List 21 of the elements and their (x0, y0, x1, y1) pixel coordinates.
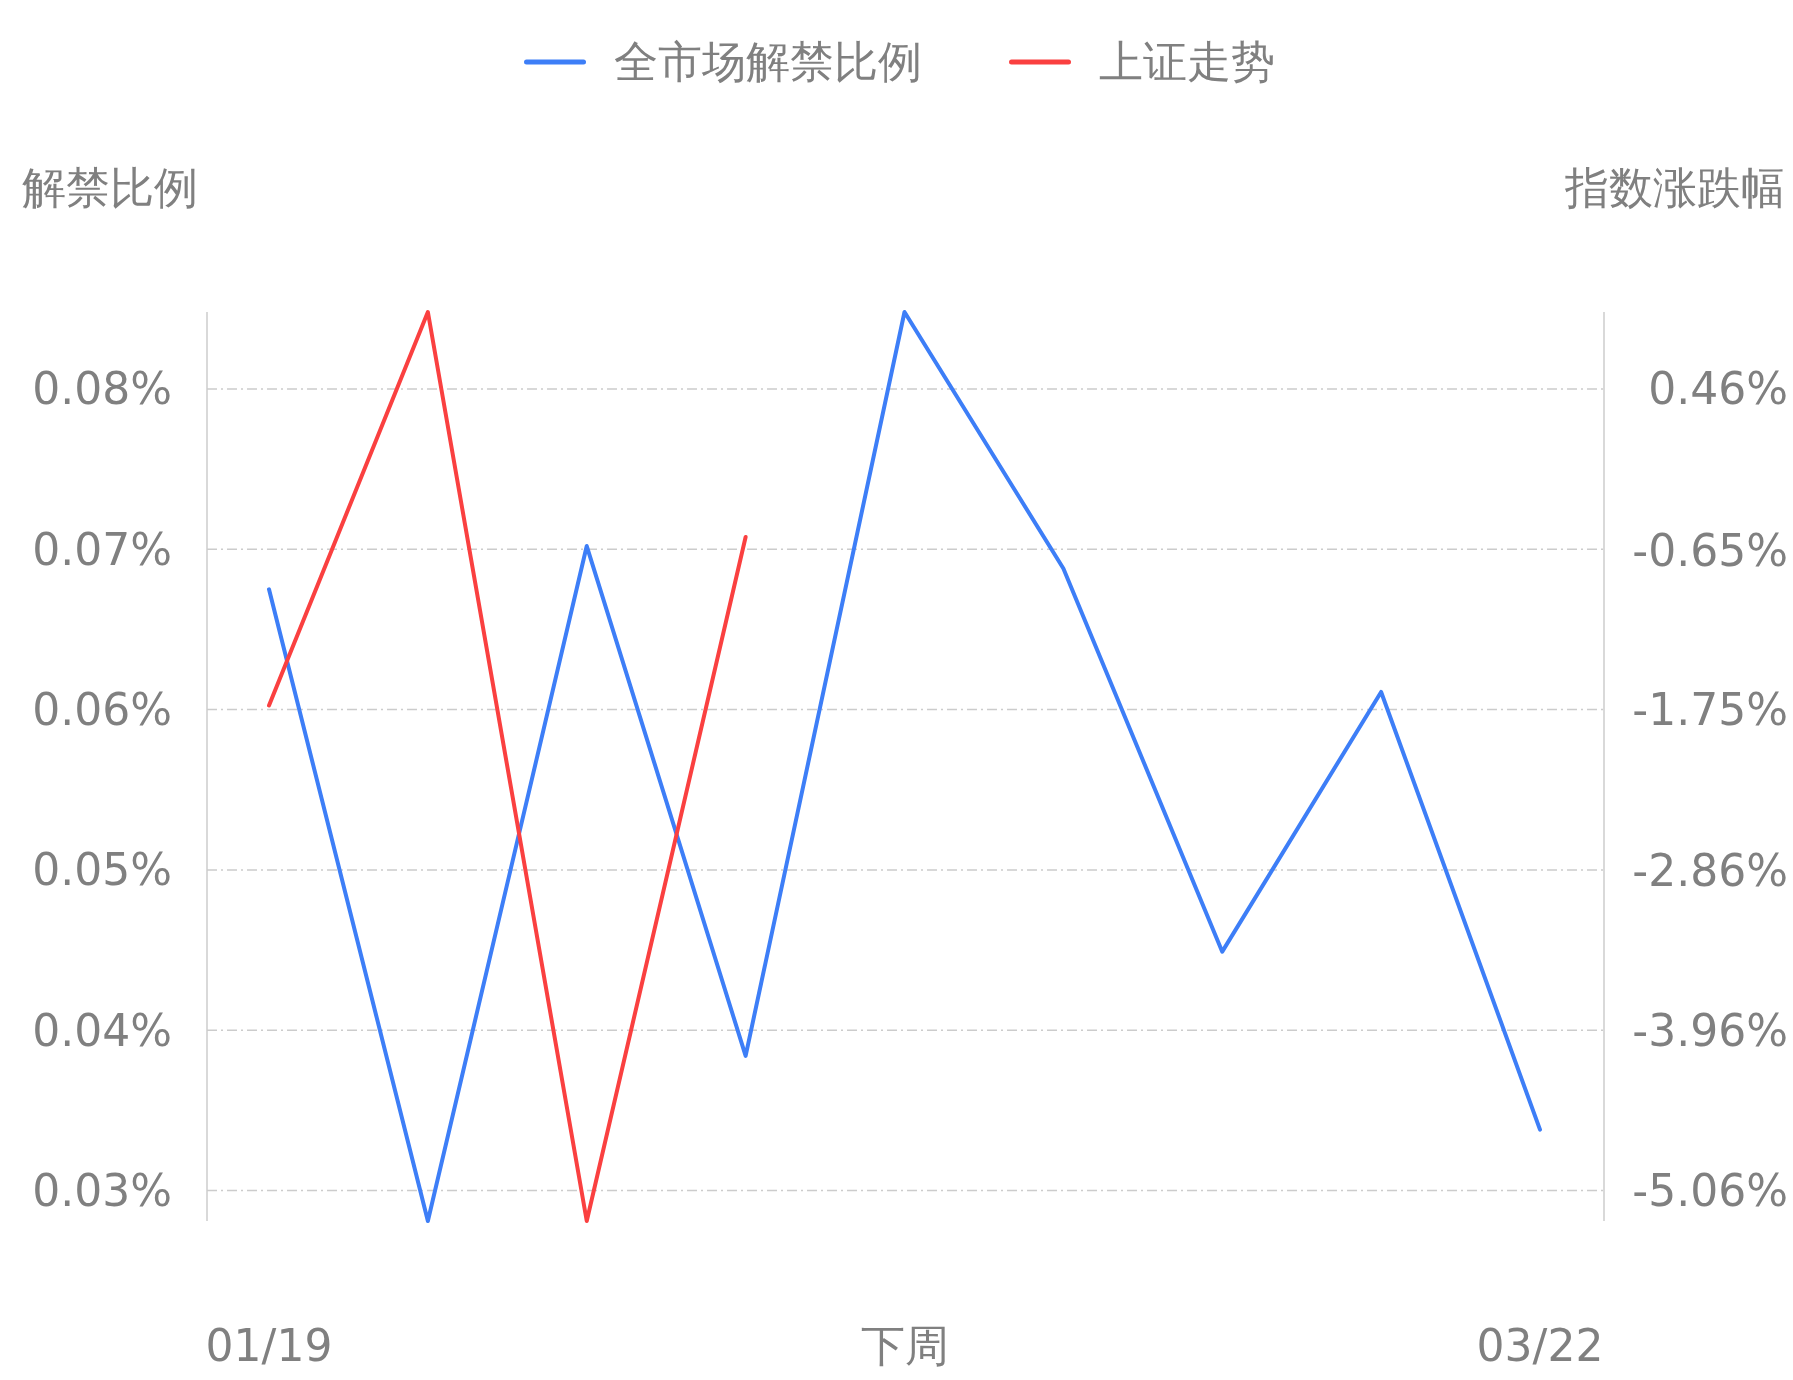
y-tick-label: 0.03% (32, 1164, 172, 1216)
line-series (267, 310, 748, 1223)
x-tick-label: 01/19 (205, 1320, 333, 1372)
y-tick-label: 0.06% (32, 683, 172, 735)
x-tick-label: 下周 (860, 1320, 949, 1372)
y-tick-label: 0.04% (32, 1004, 172, 1056)
y-axis-title: 解禁比例 (22, 162, 198, 214)
legend-label: 全市场解禁比例 (613, 36, 922, 88)
x-tick-label: 03/22 (1476, 1320, 1604, 1372)
y2-tick-label: -5.06% (1632, 1164, 1788, 1216)
line-series (267, 310, 1542, 1223)
y-tick-label: 0.07% (32, 523, 172, 575)
y2-tick-label: -2.86% (1632, 845, 1788, 897)
y-tick-label: 0.05% (32, 844, 172, 896)
y2-tick-label: -3.96% (1632, 1005, 1788, 1057)
y-tick-label: 0.08% (32, 363, 172, 415)
y2-axis-title: 指数涨跌幅 (1564, 162, 1785, 214)
y2-tick-label: -1.75% (1632, 684, 1788, 736)
legend-label: 上证走势 (1098, 36, 1275, 88)
y2-tick-label: 0.46% (1648, 363, 1788, 415)
y2-tick-label: -0.65% (1632, 524, 1788, 576)
